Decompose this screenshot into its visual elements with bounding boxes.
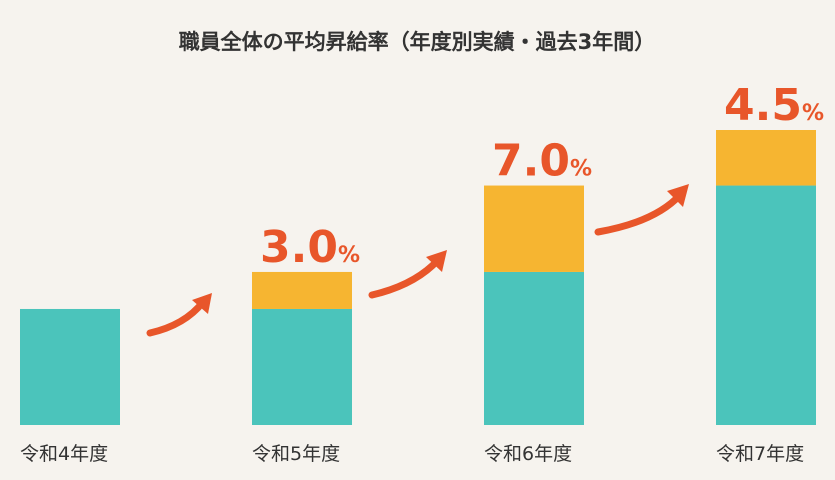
x-tick-label: 令和5年度 — [252, 443, 340, 465]
arrow-head — [426, 250, 447, 272]
bar-segment — [484, 271, 584, 425]
chart-title: 職員全体の平均昇給率（年度別実績・過去3年間） — [179, 30, 656, 54]
x-tick-label: 令和7年度 — [716, 443, 804, 465]
arrow-head — [667, 184, 689, 207]
value-label: 3.0% — [260, 222, 360, 273]
bar-segment — [716, 185, 816, 425]
x-tick-label: 令和4年度 — [20, 443, 108, 465]
bar-segment — [252, 308, 352, 425]
arrow-head — [192, 293, 212, 314]
arrow — [368, 256, 442, 299]
bar-segment — [20, 308, 120, 425]
x-tick-label: 令和6年度 — [484, 443, 572, 465]
bar-segment — [252, 271, 352, 309]
bar-segment — [716, 130, 816, 186]
value-label: 7.0% — [492, 136, 592, 187]
arrows — [146, 184, 689, 337]
bar-segment — [484, 185, 584, 272]
value-label: 4.5% — [724, 80, 824, 131]
arrow — [594, 191, 684, 236]
